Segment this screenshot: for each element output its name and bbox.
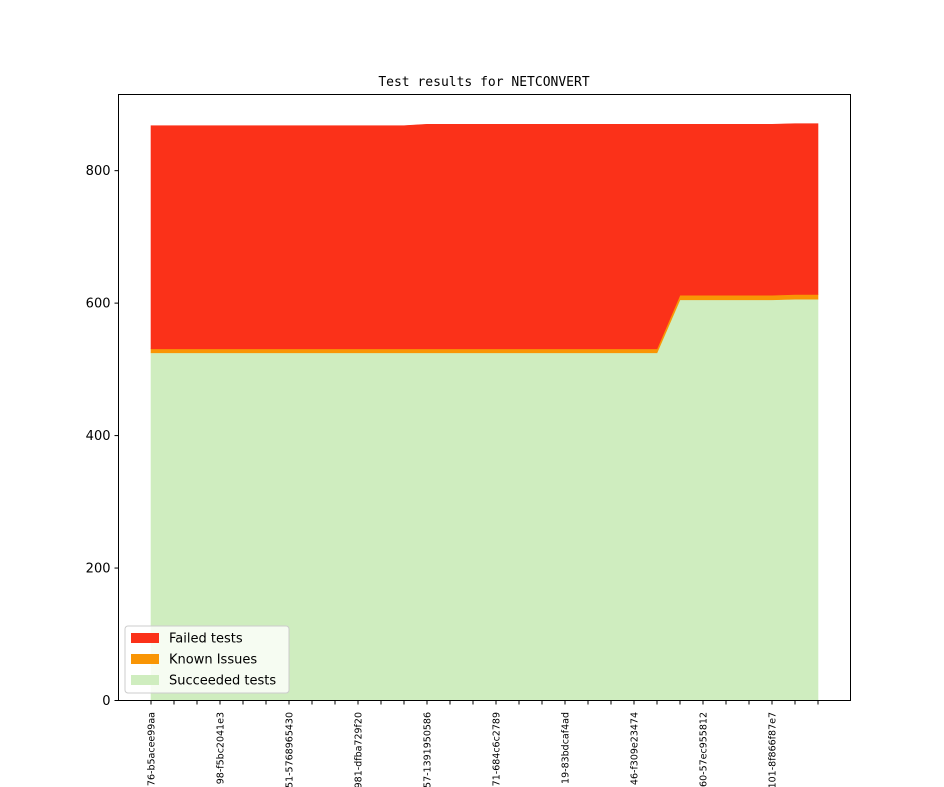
x-tick-label: 57-1391950586: [423, 712, 434, 787]
legend-box: [124, 625, 290, 694]
x-tick-label: 51-5768965430: [285, 712, 296, 787]
x-tick-label: 71-684c6c2789: [492, 712, 503, 786]
x-tick-label: 60-57ec955812: [699, 712, 710, 787]
area-failed-tests: [150, 123, 819, 350]
stacked-areas: [150, 123, 819, 701]
legend-swatch: [131, 675, 159, 685]
legend-swatch: [131, 654, 159, 664]
x-tick-label: 98-f5bc2041e3: [216, 712, 227, 784]
y-tick-label: 800: [86, 164, 111, 179]
legend-label: Known Issues: [169, 653, 257, 668]
legend-label: Succeeded tests: [169, 674, 276, 689]
y-tick-label: 600: [86, 297, 111, 312]
y-tick-label: 400: [86, 429, 111, 444]
x-tick-label: 981-dfba729f20: [354, 712, 365, 787]
legend-label: Failed tests: [169, 632, 243, 647]
x-tick-label: 101-8f866f87e7: [768, 712, 779, 787]
legend-swatch: [131, 633, 159, 643]
legend: Failed tests Known Issues Succeeded tests: [124, 625, 290, 694]
x-tick-label: 19-83bdcaf4ad: [561, 712, 572, 784]
y-tick-label: 0: [102, 694, 110, 709]
x-axis: 76-b5acee99aa 98-f5bc2041e3 51-5768965430 9…: [147, 700, 819, 787]
x-tick-label: 76-b5acee99aa: [147, 712, 158, 786]
chart-title: Test results for NETCONVERT: [378, 75, 589, 90]
y-tick-label: 200: [86, 562, 111, 577]
y-axis: 0 200 400 600 800: [86, 164, 119, 709]
x-tick-label: 46-f309e23474: [630, 712, 641, 785]
plot-frame: [118, 94, 851, 701]
